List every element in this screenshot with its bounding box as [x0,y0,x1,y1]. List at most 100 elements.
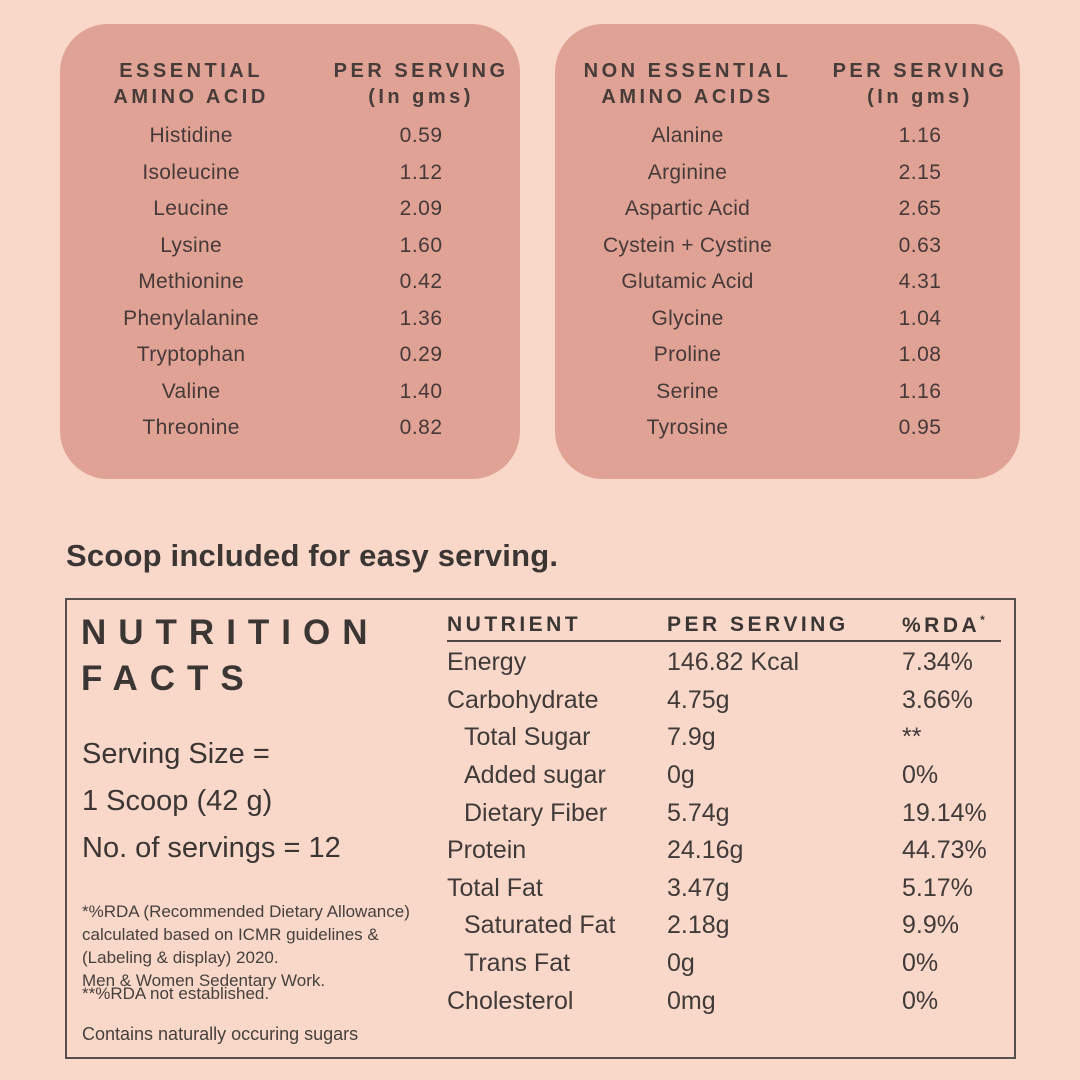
nutrient-value: 3.47g [667,873,730,902]
nutrient-rda: 44.73% [902,836,987,865]
header-rda: %RDA* [902,612,985,637]
nutrient-value: 146.82 Kcal [667,648,800,677]
header-per-serving: PER SERVING [667,613,849,636]
non-essential-per-serving-unit: (In gms) [867,86,973,108]
nutrient-value: 4.75g [667,685,730,714]
amino-row: Isoleucine 1.12 [60,155,520,192]
nutrient-name: Cholesterol [447,986,574,1015]
rda-footnote-line: Men & Women Sedentary Work. [82,971,326,990]
amino-value: 0.29 [399,343,443,367]
nutrient-name: Energy [447,648,527,677]
amino-name: Glutamic Acid [621,270,754,294]
rda-footnote-line: (Labeling & display) 2020. [82,948,279,967]
nutrition-facts-box: NUTRITION FACTS Serving Size = 1 Scoop (… [65,598,1016,1059]
amino-value: 0.63 [898,233,942,257]
amino-row: Histidine 0.59 [60,118,520,155]
essential-per-serving-header: PER SERVING [333,60,509,82]
nutrient-rda: 7.34% [902,648,973,677]
rda-footnote-line: calculated based on ICMR guidelines & [82,925,379,944]
amino-row: Threonine 0.82 [60,410,520,447]
header-nutrient: NUTRIENT [447,613,582,636]
amino-row: Glycine 1.04 [555,301,1020,338]
nutrient-table: NUTRIENT PER SERVING %RDA* Energy 146.82 … [447,610,1001,1020]
nutrient-table-rows: Energy 146.82 Kcal 7.34% Carbohydrate 4.75g… [447,644,1001,1020]
nutrient-row: Cholesterol 0mg 0% [447,982,1001,1020]
nutrient-name: Carbohydrate [447,685,599,714]
amino-row: Phenylalanine 1.36 [60,301,520,338]
nutrient-row: Energy 146.82 Kcal 7.34% [447,644,1001,682]
amino-value: 0.59 [399,124,443,148]
serving-size-line2: 1 Scoop (42 g) [82,785,273,817]
nutrient-row: Carbohydrate 4.75g 3.66% [447,682,1001,720]
amino-name: Alanine [651,124,724,148]
essential-card-title-line2: AMINO ACID [113,86,269,108]
nutrient-rda: 0% [902,949,939,978]
rda-not-established-note: **%RDA not established. [82,984,270,1003]
nutrient-name: Trans Fat [464,949,571,978]
amino-value: 1.12 [399,160,443,184]
rda-footnote: *%RDA (Recommended Dietary Allowance) ca… [82,900,410,992]
servings-count: No. of servings = 12 [82,832,341,864]
non-essential-card-header: NON ESSENTIAL AMINO ACIDS PER SERVING (I… [555,58,1020,110]
nutrient-name: Protein [447,836,527,865]
nutrient-name: Total Sugar [464,723,591,752]
essential-amino-acid-card: ESSENTIAL AMINO ACID PER SERVING (In gms… [60,24,520,479]
header-rda-asterisk: * [980,612,985,627]
amino-value: 1.16 [898,124,942,148]
nutrient-rda: 5.17% [902,873,973,902]
non-essential-card-title-line2: AMINO ACIDS [601,86,774,108]
nutrient-row: Dietary Fiber 5.74g 19.14% [447,794,1001,832]
amino-name: Tryptophan [136,343,246,367]
nutrient-name: Added sugar [464,761,606,790]
amino-name: Histidine [149,124,233,148]
nutrient-value: 24.16g [667,836,744,865]
essential-card-header: ESSENTIAL AMINO ACID PER SERVING (In gms… [60,58,520,110]
amino-value: 0.42 [399,270,443,294]
nutrient-value: 0mg [667,986,716,1015]
amino-value: 4.31 [898,270,942,294]
amino-row: Aspartic Acid 2.65 [555,191,1020,228]
amino-name: Isoleucine [142,160,240,184]
amino-row: Serine 1.16 [555,374,1020,411]
natural-sugars-note: Contains naturally occuring sugars [82,1024,359,1044]
nutrient-row: Added sugar 0g 0% [447,757,1001,795]
amino-name: Cystein + Cystine [602,233,773,257]
amino-value: 2.65 [898,197,942,221]
amino-row: Cystein + Cystine 0.63 [555,228,1020,265]
amino-name: Lysine [160,233,222,257]
amino-row: Proline 1.08 [555,337,1020,374]
amino-row: Glutamic Acid 4.31 [555,264,1020,301]
nutrient-rda: 0% [902,986,939,1015]
amino-value: 1.04 [898,306,942,330]
nutrient-rda: 19.14% [902,798,987,827]
nutrient-value: 0g [667,761,695,790]
nutrient-row: Saturated Fat 2.18g 9.9% [447,907,1001,945]
amino-row: Leucine 2.09 [60,191,520,228]
amino-row: Valine 1.40 [60,374,520,411]
amino-row: Arginine 2.15 [555,155,1020,192]
amino-row: Alanine 1.16 [555,118,1020,155]
amino-value: 2.15 [898,160,942,184]
non-essential-per-serving-header: PER SERVING [832,60,1008,82]
essential-per-serving-unit: (In gms) [368,86,474,108]
nutrient-rda: 9.9% [902,911,959,940]
scoop-note: Scoop included for easy serving. [66,538,559,573]
non-essential-card-rows: Alanine 1.16 Arginine 2.15 Aspartic Acid 2.… [555,118,1020,447]
rda-footnote-line: *%RDA (Recommended Dietary Allowance) [82,902,410,921]
nutrient-row: Total Fat 3.47g 5.17% [447,870,1001,908]
amino-value: 1.16 [898,379,942,403]
amino-name: Phenylalanine [123,306,260,330]
nutrient-rda: ** [902,723,922,752]
amino-name: Methionine [138,270,244,294]
amino-name: Leucine [153,197,229,221]
amino-value: 0.95 [898,416,942,440]
amino-value: 1.40 [399,379,443,403]
non-essential-card-title-line1: NON ESSENTIAL [583,60,792,82]
amino-row: Methionine 0.42 [60,264,520,301]
nutrition-facts-title-line2: FACTS [81,659,256,698]
nutrient-row: Trans Fat 0g 0% [447,945,1001,983]
serving-info: Serving Size = 1 Scoop (42 g) No. of ser… [82,731,341,872]
nutrient-name: Dietary Fiber [464,798,608,827]
amino-name: Glycine [651,306,724,330]
essential-card-title-line1: ESSENTIAL [119,60,263,82]
